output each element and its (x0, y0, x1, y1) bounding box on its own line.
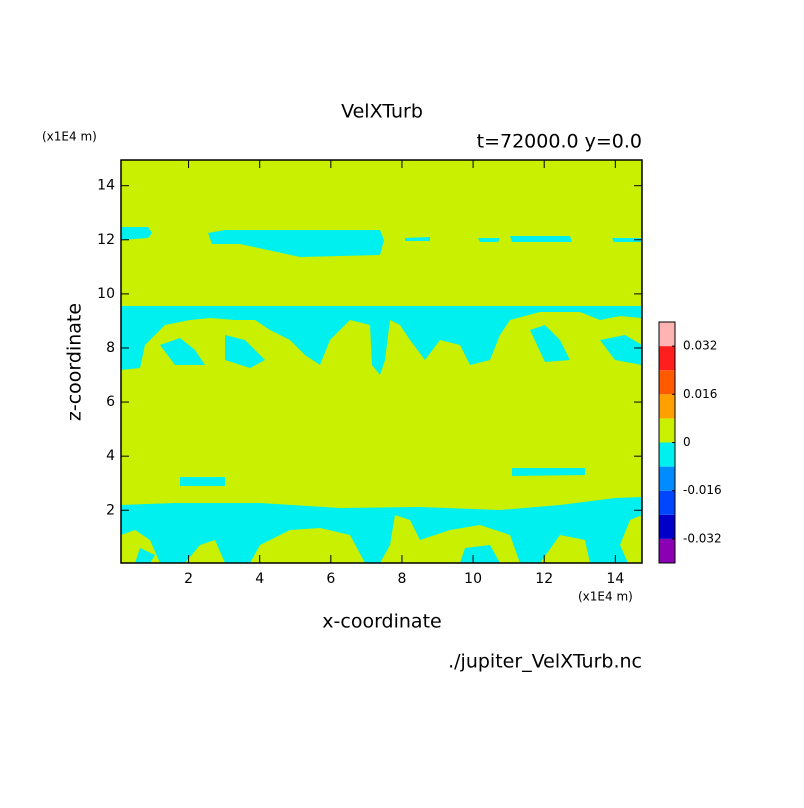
x-tick-label: 12 (535, 571, 553, 587)
plot-frame (120, 159, 643, 564)
source-file: ./jupiter_VelXTurb.nc (448, 651, 642, 673)
colorbar-band (659, 538, 675, 563)
colorbar-tick-label: -0.032 (683, 531, 722, 545)
y-tick-label: 8 (106, 340, 115, 356)
colorbar-band (659, 418, 675, 443)
x-axis-label: x-coordinate (322, 611, 441, 633)
colorbar-band (659, 346, 675, 371)
colorbar-band (659, 490, 675, 515)
x-tick-label: 2 (184, 571, 193, 587)
y-tick-label: 12 (97, 232, 115, 248)
colorbar-band (659, 370, 675, 395)
y-tick-label: 10 (97, 286, 115, 302)
subtitle: t=72000.0 y=0.0 (477, 131, 642, 153)
y-tick-label: 4 (106, 448, 115, 464)
colorbar-tick-label: -0.016 (683, 483, 722, 497)
x-tick-label: 4 (255, 571, 264, 587)
y-tick-label: 14 (97, 178, 115, 194)
colorbar-band (659, 442, 675, 467)
colorbar-band (659, 514, 675, 539)
colorbar-band (659, 394, 675, 419)
x-tick-label: 14 (606, 571, 624, 587)
colorbar-tick-label: 0 (683, 435, 691, 449)
x-tick-label: 6 (326, 571, 335, 587)
colorbar-tick-label: 0.032 (683, 339, 717, 353)
colorbar-band (659, 466, 675, 491)
x-tick-label: 10 (464, 571, 482, 587)
x-tick-label: 8 (397, 571, 406, 587)
y-axis-label: z-coordinate (64, 303, 86, 421)
colorbar-tick-label: 0.016 (683, 387, 717, 401)
y-tick-label: 2 (106, 502, 115, 518)
y-tick-label: 6 (106, 394, 115, 410)
x-unit: (x1E4 m) (578, 590, 633, 604)
chart-title: VelXTurb (341, 101, 423, 123)
y-unit: (x1E4 m) (42, 130, 97, 144)
contour-regions (121, 227, 642, 563)
colorbar-band (659, 322, 675, 347)
